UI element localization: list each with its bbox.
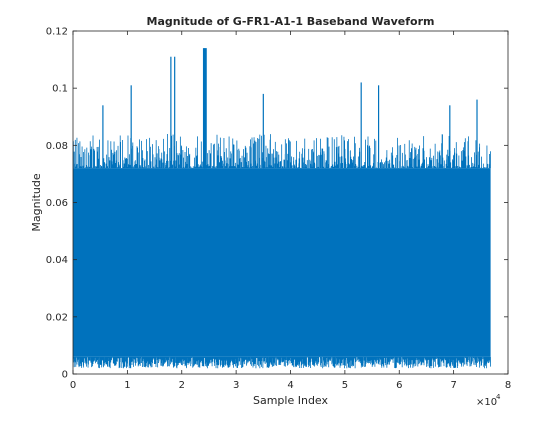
- x-tick-label: 6: [396, 380, 402, 391]
- y-tick-label: 0: [62, 370, 68, 381]
- x-tick-label: 0: [70, 380, 76, 391]
- y-tick-label: 0.04: [46, 255, 68, 266]
- y-tick-label: 0.08: [46, 141, 68, 152]
- x-tick-label: 2: [179, 380, 185, 391]
- y-axis-label: Magnitude: [30, 173, 43, 232]
- x-exponent-power: 4: [496, 393, 501, 401]
- x-tick-label: 8: [505, 380, 511, 391]
- chart-title: Magnitude of G-FR1-A1-1 Baseband Wavefor…: [147, 15, 435, 28]
- waveform-dense-band: [73, 168, 491, 357]
- y-tick-label: 0.12: [46, 27, 68, 38]
- axes-layer: 0 1 2 3 4 5 6 7 8 0 0.02 0.04 0.06 0.08 0.1 0.12: [46, 27, 511, 392]
- y-tick-label: 0.06: [46, 198, 68, 209]
- y-tick-label: 0.02: [46, 312, 68, 323]
- x-axis-label: Sample Index: [253, 394, 329, 407]
- x-tick-label: 5: [342, 380, 348, 391]
- y-tick-label: 0.1: [52, 84, 68, 95]
- x-tick-label: 4: [287, 380, 293, 391]
- x-tick-label: 3: [233, 380, 239, 391]
- x-tick-label: 7: [450, 380, 456, 391]
- signal-layer: [72, 48, 491, 369]
- x-exponent-base: ×10: [476, 397, 497, 408]
- x-tick-label: 1: [124, 380, 130, 391]
